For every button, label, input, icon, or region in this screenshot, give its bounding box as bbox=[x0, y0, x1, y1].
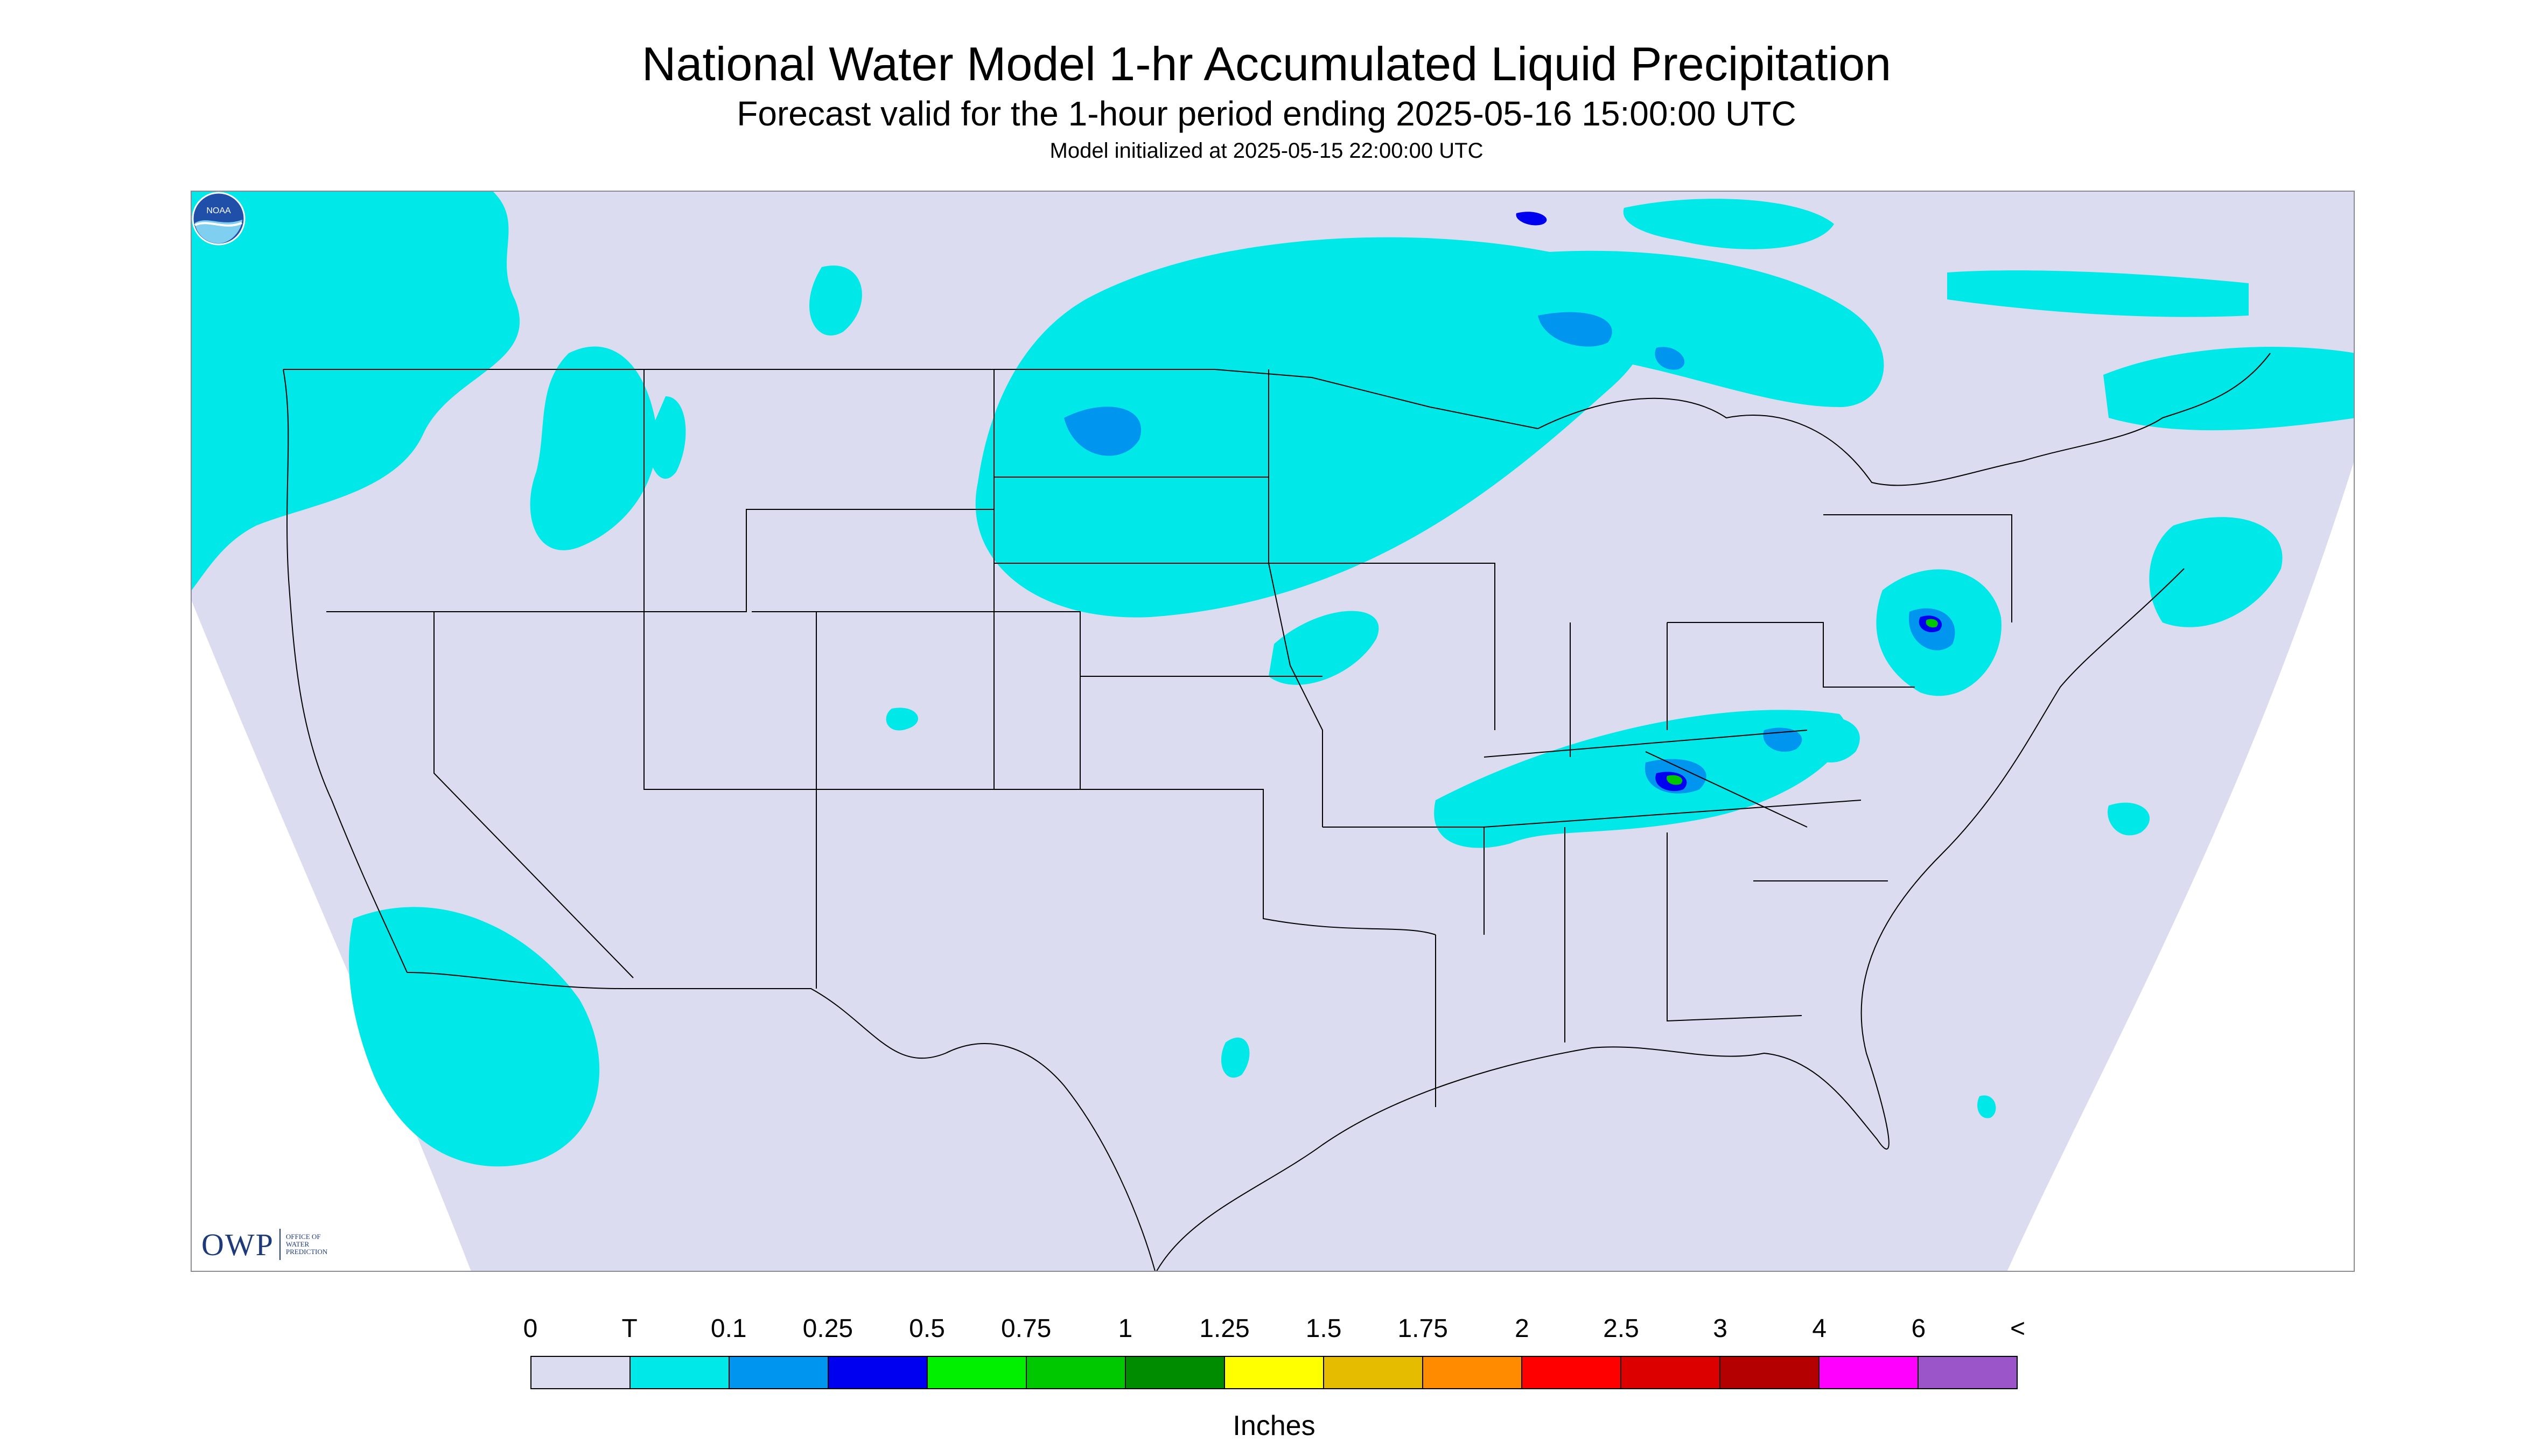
legend-swatch bbox=[631, 1357, 730, 1388]
legend-swatch bbox=[531, 1357, 631, 1388]
owp-line-2: WATER bbox=[285, 1240, 310, 1248]
owp-logo: OWP OFFICE OF WATER PREDICTION bbox=[201, 1226, 356, 1263]
legend-tick-label: 1.75 bbox=[1397, 1314, 1448, 1343]
legend-swatch bbox=[1720, 1357, 1820, 1388]
trace-precip-areas bbox=[192, 192, 2354, 1167]
map-canvas bbox=[192, 192, 2354, 1271]
legend-tick-label: 2.5 bbox=[1603, 1314, 1639, 1343]
legend-units-label: Inches bbox=[1233, 1410, 1316, 1441]
legend-tick-label: T bbox=[621, 1314, 638, 1343]
model-init-line: Model initialized at 2025-05-15 22:00:00… bbox=[1049, 139, 1484, 163]
legend-swatch bbox=[1324, 1357, 1423, 1388]
legend-tick-label: 1 bbox=[1118, 1314, 1133, 1343]
legend-tick-label: 6 bbox=[1911, 1314, 1926, 1343]
noaa-logo: NOAA bbox=[192, 192, 246, 246]
legend-tick-label: 1.5 bbox=[1305, 1314, 1342, 1343]
model-domain bbox=[192, 192, 2354, 1271]
legend-tick-label: 0.25 bbox=[802, 1314, 853, 1343]
legend-color-bar bbox=[530, 1356, 2018, 1389]
legend-tick-label: 0.75 bbox=[1000, 1314, 1052, 1343]
legend-swatch bbox=[928, 1357, 1027, 1388]
legend-swatch bbox=[1919, 1357, 2017, 1388]
legend-tick-label: 2 bbox=[1514, 1314, 1529, 1343]
legend-swatch bbox=[1126, 1357, 1225, 1388]
legend-tick-label: 4 bbox=[1812, 1314, 1827, 1343]
owp-logo-subtext: OFFICE OF WATER PREDICTION bbox=[286, 1233, 356, 1256]
legend-swatch bbox=[1621, 1357, 1720, 1388]
political-boundaries bbox=[283, 353, 2271, 1271]
legend-swatch bbox=[1820, 1357, 1919, 1388]
legend-tick-label: 3 bbox=[1713, 1314, 1727, 1343]
legend-tick-label: 0.1 bbox=[710, 1314, 747, 1343]
legend-swatch bbox=[1225, 1357, 1324, 1388]
owp-line-3: PREDICTION bbox=[285, 1248, 328, 1256]
legend-swatch bbox=[1522, 1357, 1621, 1388]
legend-swatch bbox=[1027, 1357, 1126, 1388]
chart-title: National Water Model 1-hr Accumulated Li… bbox=[641, 37, 1892, 90]
legend-tick-label: < bbox=[2010, 1314, 2026, 1343]
noaa-logo-text: NOAA bbox=[206, 206, 231, 215]
precipitation-map[interactable]: OWP OFFICE OF WATER PREDICTION NOAA bbox=[191, 191, 2355, 1272]
owp-logo-text: OWP bbox=[201, 1227, 274, 1262]
owp-line-1: OFFICE OF bbox=[285, 1233, 321, 1241]
precipitation-legend: 0 T 0.1 0.25 0.5 0.75 1 1.25 1.5 1.75 2 2.5 3 4 6 < Inc… bbox=[523, 1314, 2025, 1443]
legend-tick-label: 0.5 bbox=[909, 1314, 945, 1343]
legend-swatch bbox=[1423, 1357, 1522, 1388]
legend-tick-label: 0 bbox=[523, 1314, 538, 1343]
heavy-precip-areas bbox=[1667, 619, 1938, 785]
legend-tick-label: 1.25 bbox=[1199, 1314, 1250, 1343]
legend-swatch bbox=[730, 1357, 829, 1388]
legend-swatch bbox=[829, 1357, 928, 1388]
forecast-subtitle: Forecast valid for the 1-hour period end… bbox=[737, 94, 1796, 133]
owp-logo-divider bbox=[279, 1229, 281, 1260]
